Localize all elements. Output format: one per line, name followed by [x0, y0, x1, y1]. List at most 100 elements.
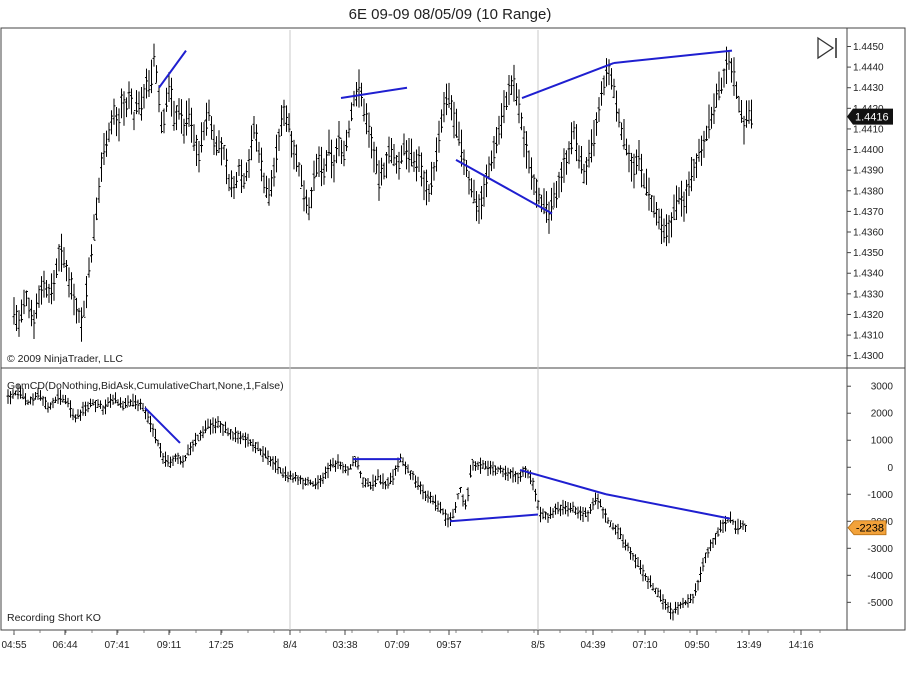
- cd-bar: [399, 453, 402, 463]
- cd-bar: [29, 396, 32, 405]
- ohlc-bar: [717, 71, 721, 101]
- ohlc-bar: [612, 78, 616, 99]
- ohlc-bar: [20, 299, 23, 323]
- ohlc-bar: [580, 145, 583, 174]
- cd-bar: [131, 393, 135, 407]
- ohlc-bar: [215, 136, 218, 156]
- ohlc-bar: [407, 138, 411, 173]
- ohlc-bar: [632, 153, 636, 189]
- ohlc-bar: [540, 194, 543, 213]
- ohlc-bar: [475, 190, 478, 222]
- cd-bar: [441, 508, 445, 516]
- ohlc-bar: [22, 289, 26, 315]
- cd-bar: [699, 566, 702, 582]
- ohlc-bar: [425, 169, 428, 206]
- ohlc-bar: [382, 162, 386, 180]
- cd-bar: [489, 460, 492, 475]
- ohlc-bar: [320, 146, 323, 187]
- ohlc-bar: [65, 260, 68, 282]
- ohlc-bar: [230, 170, 233, 198]
- cd-bar: [346, 466, 350, 476]
- cd-bar: [429, 491, 432, 504]
- ohlc-bar: [167, 71, 171, 103]
- price-trend-line[interactable]: [340, 86, 408, 100]
- cd-bar: [386, 477, 390, 489]
- ohlc-bar: [392, 144, 396, 167]
- ohlc-bar: [250, 125, 253, 161]
- ohlc-bar: [105, 130, 108, 157]
- price-y-tick-label: 1.4380: [853, 186, 884, 197]
- ohlc-bar: [367, 112, 371, 148]
- price-trend-line[interactable]: [158, 50, 187, 89]
- cd-bar: [711, 537, 715, 549]
- ohlc-bar: [67, 267, 71, 298]
- cd-bar: [79, 409, 82, 421]
- cd-bar: [239, 431, 242, 445]
- cd-bar: [284, 466, 287, 481]
- ohlc-bar: [315, 153, 318, 177]
- ohlc-bar: [357, 69, 361, 108]
- ohlc-bar: [290, 130, 293, 158]
- cd-trend-line[interactable]: [449, 513, 539, 523]
- cd-trend-line[interactable]: [519, 468, 607, 496]
- ohlc-bar: [237, 159, 241, 176]
- cd-bar: [394, 465, 397, 476]
- ohlc-bar: [37, 285, 41, 308]
- cd-trend-line[interactable]: [144, 407, 181, 444]
- x-tick-label: 09:11: [157, 640, 182, 651]
- ohlc-bar: [440, 109, 443, 133]
- cd-bar: [249, 439, 252, 446]
- ohlc-bar: [40, 276, 43, 305]
- cd-bar: [54, 396, 57, 403]
- ohlc-bar: [12, 297, 16, 325]
- ohlc-bar: [27, 297, 31, 319]
- price-trend-line[interactable]: [613, 49, 733, 64]
- x-tick-label: 04:55: [1, 640, 26, 651]
- ohlc-bar: [547, 201, 551, 234]
- ohlc-bar: [470, 178, 473, 198]
- ohlc-bar: [175, 105, 178, 131]
- indicator-label: GomCD(DoNothing,BidAsk,CumulativeChart,N…: [7, 380, 284, 392]
- cd-bar: [531, 477, 535, 491]
- cd-bar: [404, 461, 407, 475]
- ohlc-bar: [577, 145, 581, 169]
- play-to-end-icon[interactable]: [815, 35, 841, 61]
- cd-bar: [589, 504, 592, 514]
- ohlc-bar: [115, 107, 118, 137]
- indicator-panel-frame: [0, 367, 906, 631]
- ohlc-bar: [90, 244, 93, 263]
- cd-bar: [444, 509, 447, 526]
- cd-bar: [561, 499, 565, 515]
- ohlc-bar: [245, 162, 248, 182]
- ohlc-bar: [385, 151, 388, 179]
- cd-bar: [576, 506, 580, 519]
- ohlc-bar: [182, 118, 186, 144]
- ohlc-bar: [15, 304, 18, 332]
- ohlc-bar: [135, 90, 138, 115]
- cd-bar: [31, 393, 35, 406]
- cd-bar: [706, 547, 710, 558]
- ohlc-bar: [60, 233, 63, 272]
- ohlc-bar: [272, 157, 276, 187]
- cd-bar: [209, 419, 212, 435]
- ohlc-bar: [80, 307, 83, 342]
- price-trend-line[interactable]: [521, 62, 615, 99]
- cd-bar: [176, 452, 180, 464]
- ohlc-bar: [710, 106, 713, 129]
- ohlc-bar: [335, 138, 338, 164]
- cd-trend-line[interactable]: [605, 493, 731, 520]
- price-trend-line[interactable]: [455, 158, 553, 215]
- cd-bar: [371, 474, 375, 492]
- ohlc-bar: [420, 152, 423, 187]
- cd-bar: [656, 587, 660, 598]
- cd-bar: [331, 457, 335, 468]
- last-price-tag: 1.4416: [847, 108, 893, 125]
- cd-bar: [139, 398, 142, 410]
- cd-bar: [191, 439, 195, 452]
- ohlc-bar: [32, 309, 36, 339]
- ohlc-bar: [530, 157, 533, 190]
- ohlc-bar: [75, 297, 78, 324]
- cd-bar: [671, 609, 675, 621]
- ohlc-bar: [177, 98, 181, 120]
- cd-bar: [424, 490, 427, 501]
